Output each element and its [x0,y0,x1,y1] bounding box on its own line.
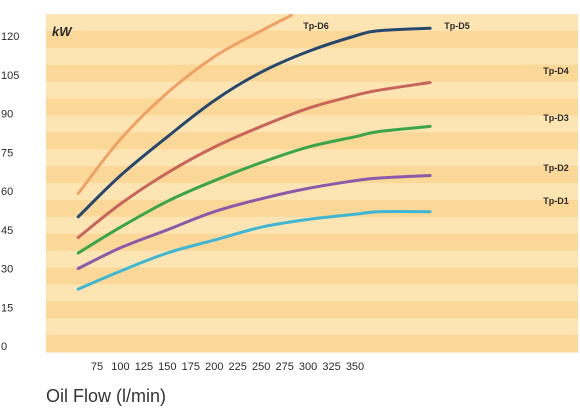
y-tick-label: 75 [1,147,13,159]
x-tick-label: 125 [135,361,153,373]
x-tick-label: 300 [299,361,317,373]
x-axis-ticks: 75 100 125 150 175 200 225 250 275 300 325 350 [91,361,364,373]
y-tick-label: 120 [1,31,19,43]
y-axis-ticks: 0 15 30 45 60 75 90 105 120 [1,31,19,353]
series-line-tp-d5 [76,26,432,219]
x-tick-label: 250 [252,361,270,373]
series-label-tp-d3: Tp-D3 [543,113,569,123]
plot-band [46,149,578,167]
plot-band [46,216,578,235]
y-tick-label: 15 [1,302,13,314]
y-tick-label: 105 [1,70,19,82]
x-tick-label: 325 [322,361,340,373]
y-tick-label: 90 [1,109,13,121]
series-line-tp-d3 [76,124,432,255]
series-label-tp-d4: Tp-D4 [543,66,569,76]
x-tick-label: 75 [91,361,103,373]
plot-band [46,47,578,66]
x-tick-label: 275 [275,361,293,373]
plot-band [46,233,578,252]
plot-band [46,183,578,201]
x-tick-label: 100 [111,361,129,373]
plot-band [46,318,578,336]
y-tick-label: 45 [1,225,13,237]
series-line-tp-d4 [76,81,432,239]
y-tick-label: 60 [1,186,13,198]
plot-band [46,301,578,319]
plot-band [46,267,578,285]
series-label-tp-d6: Tp-D6 [303,21,329,31]
plot-band [46,81,578,99]
plot-band [46,166,578,184]
y-axis-unit-label: kW [52,24,73,39]
series-label-tp-d1: Tp-D1 [543,196,569,206]
plot-band [46,335,578,353]
plot-band [46,132,578,150]
x-axis-label: Oil Flow (l/min) [46,386,166,406]
x-tick-label: 350 [346,361,364,373]
y-tick-label: 0 [1,341,7,353]
x-tick-label: 225 [229,361,247,373]
plot-band [46,30,578,49]
series-line-tp-d6 [76,14,293,196]
series-line-tp-d2 [76,174,432,270]
series-label-tp-d5: Tp-D5 [444,21,470,31]
plot-band [46,199,578,218]
plot-band [46,64,578,83]
plot-band [46,250,578,268]
plot-background [46,14,578,353]
series-label-tp-d2: Tp-D2 [543,163,569,173]
x-tick-label: 175 [182,361,200,373]
series-labels: Tp-D1 Tp-D2 Tp-D3 Tp-D4 Tp-D5 Tp-D6 [303,21,569,206]
x-tick-label: 200 [205,361,223,373]
series-line-tp-d1 [76,209,432,291]
plot-band [46,284,578,302]
x-tick-label: 150 [158,361,176,373]
y-tick-label: 30 [1,264,13,276]
plot-band [46,14,578,32]
series-lines [76,14,432,291]
plot-band [46,115,578,133]
